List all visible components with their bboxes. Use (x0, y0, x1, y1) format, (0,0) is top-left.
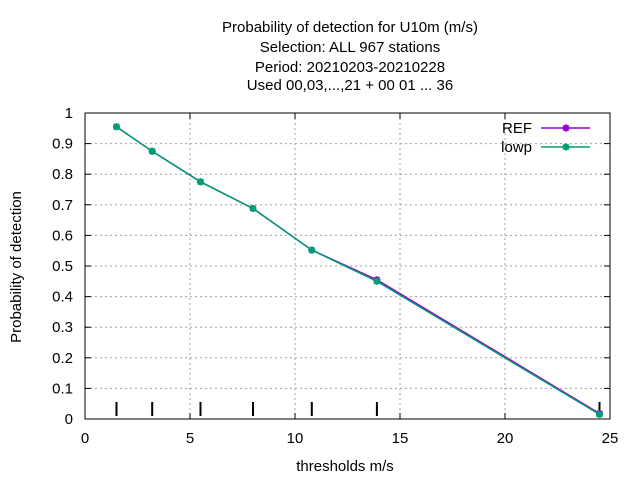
y-tick-label: 0.6 (52, 227, 73, 244)
y-tick-label: 0.8 (52, 166, 73, 183)
series-lowp (113, 123, 603, 418)
legend-marker (562, 143, 570, 151)
y-tick-label: 0.4 (52, 289, 73, 306)
data-point (249, 205, 257, 212)
y-tick-label: 0.2 (52, 350, 73, 367)
x-tick-label: 5 (186, 430, 194, 447)
data-point (308, 246, 316, 254)
series (113, 123, 603, 418)
legend: REF lowp (501, 120, 590, 156)
data-point (373, 277, 381, 285)
y-tick-label: 0.3 (52, 319, 73, 336)
grid (85, 113, 610, 419)
y-tick-label: 0.5 (52, 258, 73, 275)
data-point (596, 411, 603, 418)
legend-label: REF (502, 120, 532, 137)
y-tick-label: 0 (65, 411, 73, 428)
y-tick-label: 0.1 (52, 380, 73, 397)
legend-entry: lowp (501, 139, 590, 156)
title-line: Used 00,03,...,21 + 00 01 ... 36 (247, 77, 453, 94)
x-tick-label: 10 (287, 430, 304, 447)
threshold-markers (115, 402, 601, 416)
data-point (148, 147, 156, 155)
x-tick-label: 0 (81, 430, 89, 447)
x-tick-label: 25 (602, 430, 619, 447)
title-line: Period: 20210203-20210228 (255, 59, 445, 76)
x-tick-label: 15 (392, 430, 409, 447)
axes: 0 5 10 15 20 25 0 0.1 0.2 0.3 0.4 0.5 0.6 0.7 0.8 0.9 1 (52, 105, 618, 447)
title-line: Probability of detection for U10m (m/s) (222, 19, 478, 36)
chart-title: Probability of detection for U10m (m/s) … (222, 19, 478, 94)
y-tick-label: 0.9 (52, 136, 73, 153)
y-axis-title: Probability of detection (8, 191, 25, 343)
title-line: Selection: ALL 967 stations (260, 39, 440, 56)
x-axis-title: thresholds m/s (296, 458, 394, 475)
data-point (197, 178, 204, 186)
y-tick-label: 0.7 (52, 197, 73, 214)
data-point (113, 123, 120, 131)
legend-label: lowp (501, 139, 532, 156)
x-tick-label: 20 (497, 430, 514, 447)
legend-entry: REF (502, 120, 590, 137)
y-tick-label: 1 (65, 105, 73, 122)
legend-marker (562, 124, 570, 132)
